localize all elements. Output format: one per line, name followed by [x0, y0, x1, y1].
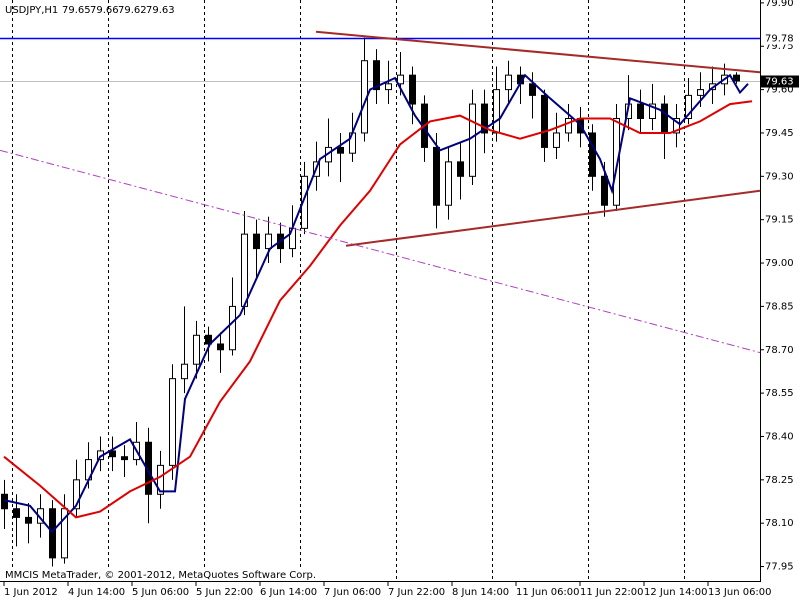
y-tick-label: 79.30 — [765, 171, 794, 182]
candle-body — [493, 89, 500, 134]
candle-body — [409, 74, 416, 105]
trendline — [0, 149, 761, 354]
x-tick-label: 13 Jun 06:00 — [708, 587, 772, 598]
level-label-bg — [761, 32, 799, 45]
y-tick-label: 78.85 — [765, 301, 794, 312]
candle-body — [145, 441, 152, 495]
candle-body — [529, 83, 536, 96]
candle-body — [301, 175, 308, 229]
y-tick-label: 79.15 — [765, 215, 794, 226]
candle-body — [661, 103, 668, 134]
candle-body — [193, 334, 200, 365]
last-close: 79.63 — [146, 5, 175, 16]
symbol-label: USDJPY,H1 — [5, 5, 58, 16]
x-tick-label: 4 Jun 14:00 — [68, 587, 125, 598]
candle-body — [181, 363, 188, 380]
candle-body — [541, 94, 548, 148]
x-tick-label: 8 Jun 14:00 — [452, 587, 509, 598]
y-tick-label: 79.75 — [765, 41, 794, 52]
candle-body — [457, 161, 464, 177]
candle-body — [433, 146, 440, 206]
level-label: 79.78 — [765, 34, 794, 45]
y-tick-label: 79.00 — [765, 258, 794, 269]
footer: MMCIS MetaTrader, © 2001-2012, MetaQuote… — [5, 570, 316, 581]
candle-body — [229, 305, 236, 351]
x-tick-label: 11 Jun 06:00 — [516, 587, 580, 598]
candle-body — [397, 74, 404, 85]
current-price-label: 79.63 — [765, 77, 794, 88]
y-tick-label: 78.25 — [765, 475, 794, 486]
candle-body — [73, 479, 80, 510]
candle-body — [637, 103, 644, 120]
y-tick-label: 79.45 — [765, 128, 794, 139]
candle-body — [109, 450, 116, 458]
plot-area — [0, 0, 761, 581]
candle-body — [445, 161, 452, 206]
candle-body — [613, 118, 620, 206]
candle-body — [565, 118, 572, 134]
candle-body — [697, 89, 704, 96]
candle-body — [61, 508, 68, 559]
candle-body — [13, 508, 20, 518]
x-tick-label: 11 Jun 22:00 — [580, 587, 644, 598]
y-tick-label: 78.10 — [765, 518, 794, 529]
candle-body — [49, 508, 56, 559]
candle-body — [589, 132, 596, 177]
current-price-bg — [761, 75, 799, 88]
y-tick-label: 79.60 — [765, 85, 794, 96]
candle-body — [121, 456, 128, 461]
candle-body — [205, 334, 212, 345]
y-tick-label: 78.40 — [765, 431, 794, 442]
candle-body — [553, 132, 560, 148]
candle-body — [253, 233, 260, 250]
last-low: 79.62 — [118, 5, 147, 16]
trendline — [345, 189, 761, 247]
candle-body — [217, 343, 224, 351]
candle-body — [733, 74, 740, 82]
candle-body — [649, 103, 656, 120]
y-tick-label: 79.90 — [765, 0, 794, 9]
last-high: 79.66 — [90, 5, 119, 16]
x-tick-label: 7 Jun 22:00 — [388, 587, 445, 598]
candle-body — [337, 146, 344, 154]
y-tick-label: 78.70 — [765, 345, 794, 356]
y-tick-label: 77.95 — [765, 562, 794, 573]
x-tick-label: 6 Jun 14:00 — [260, 587, 317, 598]
x-tick-label: 1 Jun 2012 — [4, 587, 58, 598]
x-tick-label: 12 Jun 14:00 — [644, 587, 708, 598]
candle-body — [673, 118, 680, 134]
moving-average — [3, 100, 753, 519]
candle-body — [481, 103, 488, 134]
trendline — [315, 30, 761, 74]
candle-body — [685, 94, 692, 120]
candle-body — [385, 83, 392, 91]
candle-body — [469, 103, 476, 177]
y-tick-label: 78.55 — [765, 388, 794, 399]
candle-body — [505, 74, 512, 91]
candle-body — [25, 516, 32, 524]
candle-body — [157, 464, 164, 495]
x-tick-label: 5 Jun 22:00 — [196, 587, 253, 598]
x-tick-label: 5 Jun 06:00 — [132, 587, 189, 598]
candle-body — [241, 233, 248, 307]
x-tick-label: 7 Jun 06:00 — [324, 587, 381, 598]
moving-average — [3, 73, 749, 534]
candle-body — [601, 175, 608, 206]
candle-body — [169, 378, 176, 466]
candle-body — [373, 60, 380, 91]
candle-body — [265, 233, 272, 250]
last-open: 79.65 — [62, 5, 91, 16]
footer-bg — [4, 568, 312, 581]
